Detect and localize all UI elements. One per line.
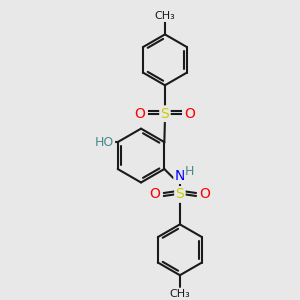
Text: S: S <box>160 107 169 121</box>
Text: N: N <box>175 169 185 183</box>
Text: HO: HO <box>94 136 114 148</box>
Text: O: O <box>184 107 195 121</box>
Text: CH₃: CH₃ <box>169 289 190 299</box>
Text: CH₃: CH₃ <box>154 11 175 21</box>
Text: S: S <box>176 188 184 202</box>
Text: O: O <box>150 188 160 202</box>
Text: H: H <box>185 165 194 178</box>
Text: O: O <box>199 188 210 202</box>
Text: O: O <box>135 107 146 121</box>
